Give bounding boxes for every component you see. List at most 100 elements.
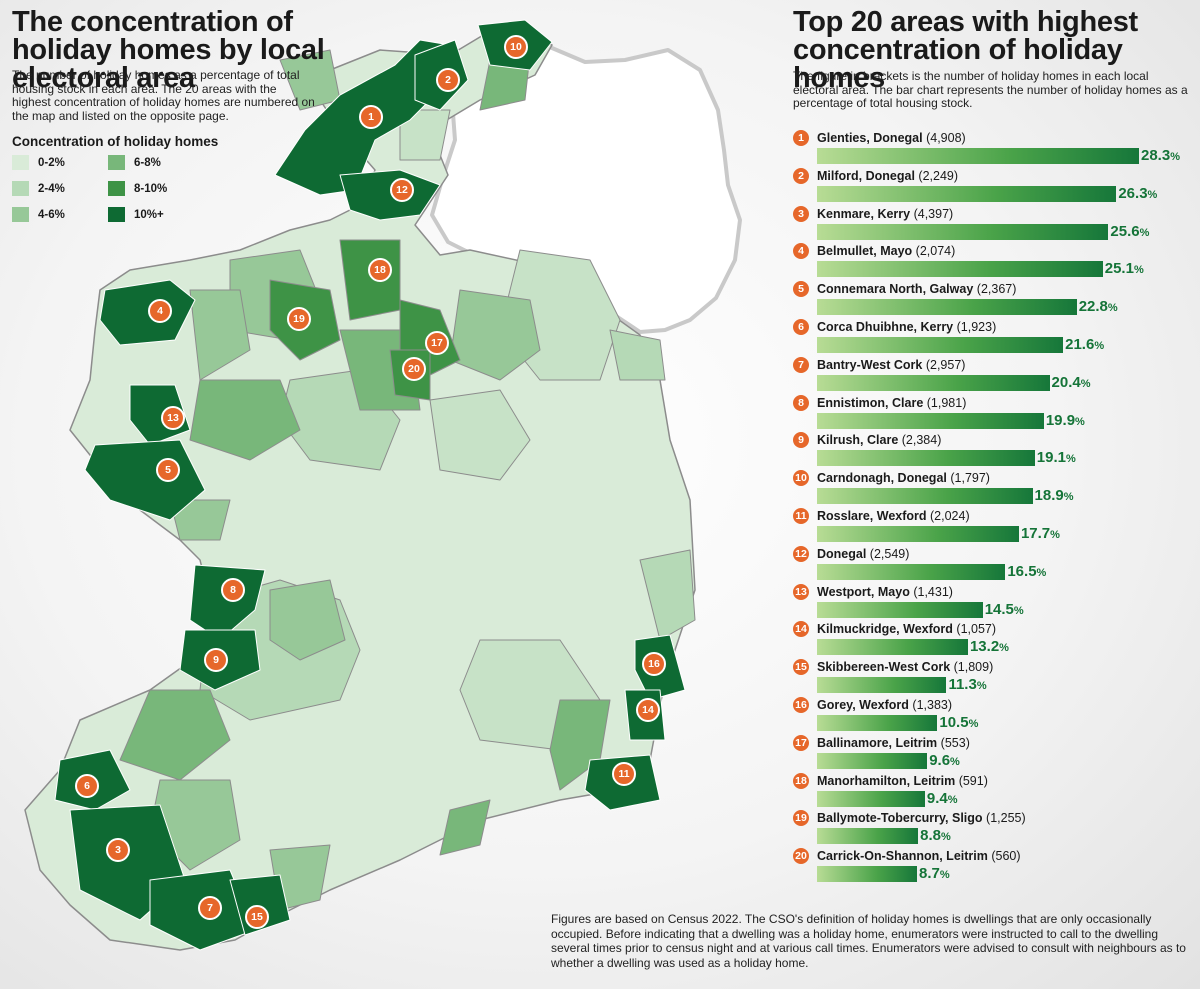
bar-value-unit: %	[1170, 151, 1180, 163]
bar-row: 12 Donegal (2,549) 16.5%	[793, 545, 1193, 584]
legend-swatch	[12, 207, 29, 222]
rank-badge: 3	[793, 205, 809, 222]
legend-swatch	[12, 181, 29, 196]
bar-row: 11 Rosslare, Wexford (2,024) 17.7%	[793, 508, 1193, 546]
bar-value-unit: %	[1094, 340, 1105, 352]
bar-row: 16 Gorey, Wexford (1,383) 10.5%	[793, 697, 1193, 735]
bar-value-unit: %	[939, 869, 950, 882]
holiday-home-count: (1,383)	[912, 698, 953, 712]
bar	[817, 828, 919, 845]
map-marker-9: 9	[204, 648, 228, 672]
bar-row: 20 Carrick-On-Shannon, Leitrim (560) 8.7%	[793, 848, 1193, 886]
bar-value: 19.9%	[1046, 412, 1085, 429]
rank-badge: 16	[793, 697, 809, 713]
bar	[817, 185, 1117, 202]
legend-label: 0-2%	[38, 156, 65, 169]
svg-text:10: 10	[510, 41, 522, 53]
holiday-home-count: (591)	[958, 773, 988, 788]
holiday-home-count: (1,431)	[913, 584, 953, 599]
bar-value: 20.4%	[1052, 374, 1091, 391]
bar-row: 8 Ennistimon, Clare (1,981) 19.9%	[793, 394, 1193, 433]
holiday-home-count: (1,923)	[956, 320, 997, 334]
bar	[817, 412, 1044, 429]
holiday-home-count: (560)	[991, 849, 1021, 864]
svg-text:8: 8	[230, 584, 236, 596]
map-markers: 1 2 3 4 5 6 7 8 9 10 11 12 13 14 15 16 1…	[75, 35, 666, 929]
holiday-home-count: (4,397)	[913, 206, 954, 221]
bar-value-number: 19.9	[1045, 411, 1076, 429]
bar	[817, 563, 1006, 580]
bar-value-number: 14.5	[984, 600, 1014, 618]
area-name: Westport, Mayo	[817, 584, 910, 599]
bar-value-number: 9.6	[929, 751, 951, 769]
bar-row: 17 Ballinamore, Leitrim (553) 9.6%	[793, 734, 1193, 773]
bar-value-number: 8.8	[920, 827, 941, 845]
bar-value-unit: %	[999, 642, 1009, 655]
bar-value-number: 9.4	[926, 789, 948, 807]
legend-item: 8-10%	[108, 181, 228, 196]
bar-value-unit: %	[1107, 302, 1118, 315]
rank-badge: 9	[793, 432, 809, 449]
bar-label: Skibbereen-West Cork (1,809)	[817, 660, 993, 674]
bar	[817, 639, 968, 656]
rank-badge: 2	[793, 167, 809, 184]
bar-value: 13.2%	[970, 638, 1009, 655]
bar-label: Gorey, Wexford (1,383)	[817, 698, 952, 712]
bar-value-number: 22.8	[1078, 298, 1108, 316]
legend-title: Concentration of holiday homes	[12, 134, 219, 149]
bar-value-number: 16.5	[1007, 562, 1037, 580]
bar	[817, 299, 1077, 316]
bar-label: Corca Dhuibhne, Kerry (1,923)	[817, 320, 996, 334]
bar-value-unit: %	[1147, 188, 1158, 201]
area-name: Bantry-West Cork	[817, 357, 923, 372]
rank-badge: 7	[793, 356, 809, 373]
bar-row: 19 Ballymote-Tobercurry, Sligo (1,255) 8.8…	[793, 810, 1193, 848]
svg-text:18: 18	[374, 264, 386, 276]
bar-value: 11.3%	[948, 676, 986, 693]
svg-text:11: 11	[618, 768, 629, 780]
area-name: Gorey, Wexford	[817, 698, 909, 712]
holiday-home-count: (2,074)	[915, 244, 956, 259]
svg-text:9: 9	[213, 654, 219, 666]
map-marker-6: 6	[75, 774, 99, 798]
holiday-home-count: (1,981)	[926, 395, 967, 410]
map-marker-3: 3	[106, 838, 130, 862]
map-marker-16: 16	[642, 652, 666, 676]
bar-value: 8.8%	[920, 827, 951, 844]
holiday-home-count: (2,957)	[925, 357, 966, 372]
bar	[817, 450, 1035, 467]
bar-value-number: 18.9	[1034, 487, 1064, 505]
bar-label: Rosslare, Wexford (2,024)	[817, 509, 970, 523]
chart-title: Top 20 areas with highest concentration …	[793, 6, 1138, 94]
area-name: Kilmuckridge, Wexford	[817, 622, 953, 637]
area-name: Ballymote-Tobercurry, Sligo	[817, 811, 983, 826]
bar-label: Ballinamore, Leitrim (553)	[817, 736, 970, 750]
bar-value-number: 11.3	[948, 676, 977, 694]
northern-ireland-outline	[430, 30, 742, 334]
bar-value: 16.5%	[1007, 563, 1046, 580]
svg-text:13: 13	[167, 412, 179, 424]
bar-label: Kilmuckridge, Wexford (1,057)	[817, 622, 996, 636]
bar-value-unit: %	[1133, 264, 1144, 277]
map-title: The concentration of holiday homes by lo…	[12, 6, 325, 94]
bar-label: Ballymote-Tobercurry, Sligo (1,255)	[817, 811, 1026, 825]
legend-label: 6-8%	[134, 156, 161, 169]
bar-value-number: 19.1	[1036, 449, 1066, 467]
bar-row: 14 Kilmuckridge, Wexford (1,057) 13.2%	[793, 621, 1193, 659]
bar-row: 6 Corca Dhuibhne, Kerry (1,923) 21.6%	[793, 319, 1193, 357]
bar-value-number: 26.3	[1118, 184, 1148, 202]
bar	[817, 715, 938, 731]
rank-badge: 5	[793, 281, 809, 298]
svg-text:14: 14	[642, 704, 654, 716]
rank-badge: 1	[793, 130, 809, 146]
bar-row: 18 Manorhamilton, Leitrim (591) 9.4%	[793, 772, 1193, 811]
chart-subtitle: The figure in brackets is the number of …	[793, 69, 1188, 110]
map-marker-14: 14	[636, 698, 660, 722]
svg-text:19: 19	[293, 313, 305, 325]
map-legend: Concentration of holiday homes 0-2% 6-8%…	[12, 134, 252, 222]
bar-value-unit: %	[947, 793, 958, 806]
svg-text:7: 7	[207, 902, 213, 914]
bar	[817, 488, 1033, 505]
bar-value: 10.5%	[939, 714, 978, 731]
bar-row: 15 Skibbereen-West Cork (1,809) 11.3%	[793, 659, 1193, 697]
